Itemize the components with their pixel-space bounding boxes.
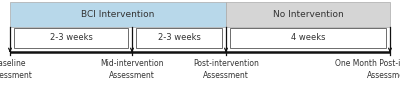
Text: 2-3 weeks: 2-3 weeks [50,33,92,42]
Bar [226,2,390,27]
Text: 4 weeks: 4 weeks [291,33,325,42]
Text: Assessment: Assessment [109,71,155,80]
Text: Assessment: Assessment [0,71,33,80]
Text: One Month Post-intervention: One Month Post-intervention [335,59,400,68]
Bar [10,2,226,27]
Text: No Intervention: No Intervention [273,10,343,19]
Bar [230,28,386,48]
Text: Mid-intervention: Mid-intervention [100,59,164,68]
Text: Post-intervention: Post-intervention [193,59,259,68]
Text: Baseline: Baseline [0,59,26,68]
Text: Assessment: Assessment [367,71,400,80]
Text: 2-3 weeks: 2-3 weeks [158,33,200,42]
Text: Assessment: Assessment [203,71,249,80]
Text: BCI Intervention: BCI Intervention [81,10,155,19]
Bar [14,28,128,48]
Bar [136,28,222,48]
